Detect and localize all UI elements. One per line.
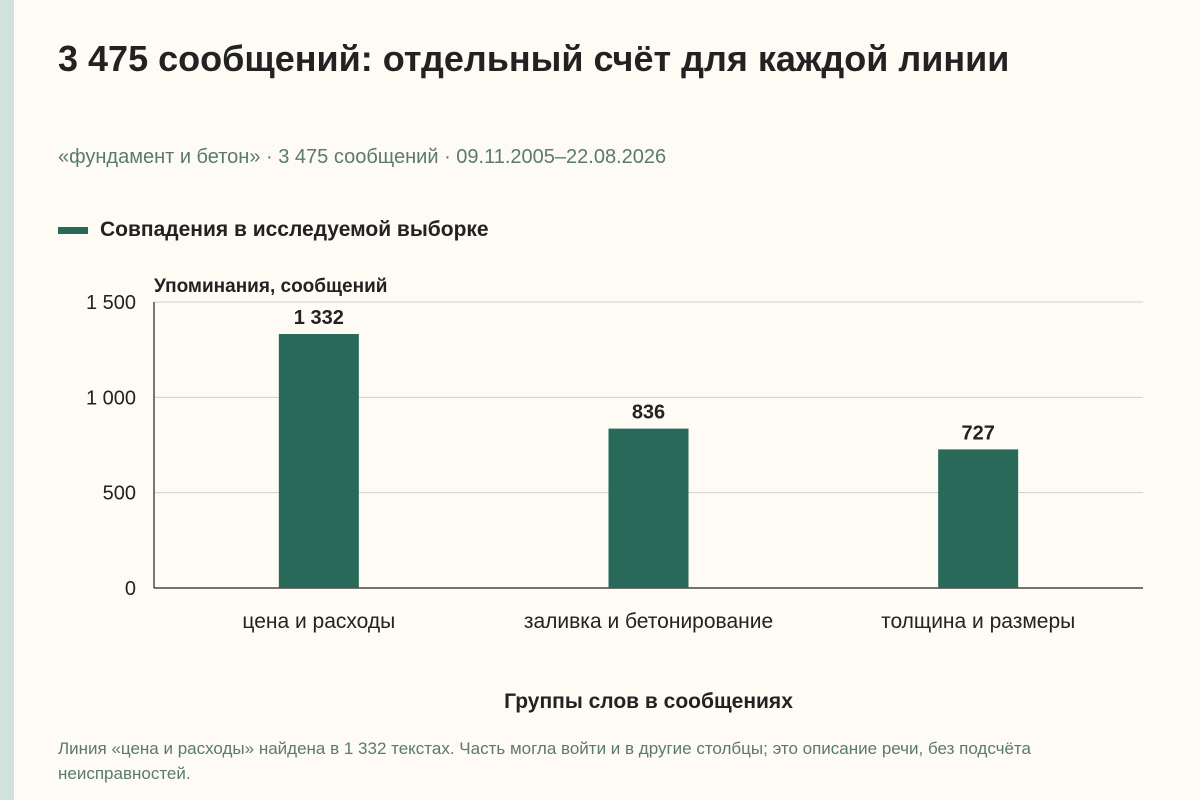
y-tick-label: 500: [103, 483, 136, 505]
legend-swatch: [58, 226, 88, 234]
accent-strip: [0, 0, 14, 800]
data-label: 727: [961, 422, 994, 444]
y-tick-label: 0: [125, 578, 136, 600]
footnote: Линия «цена и расходы» найдена в 1 332 т…: [58, 739, 1031, 783]
bar: [938, 449, 1019, 588]
data-label: 836: [632, 402, 665, 424]
legend-label: Совпадения в исследуемой выборке: [100, 218, 489, 241]
y-axis-label: Упоминания, сообщений: [154, 276, 387, 297]
x-tick-label: заливка и бетонирование: [524, 610, 773, 633]
bar: [608, 428, 689, 588]
y-tick-label: 1 000: [86, 387, 136, 409]
x-tick-label: толщина и размеры: [881, 610, 1075, 633]
x-axis-label: Группы слов в сообщениях: [504, 690, 793, 713]
chart-subtitle: «фундамент и бетон» · 3 475 сообщений · …: [58, 146, 667, 168]
chart-title: 3 475 сообщений: отдельный счёт для кажд…: [58, 38, 1010, 79]
y-tick-label: 1 500: [86, 292, 136, 314]
data-label: 1 332: [294, 307, 344, 329]
legend: Совпадения в исследуемой выборке: [58, 218, 489, 242]
bar: [278, 334, 359, 588]
x-tick-label: цена и расходы: [242, 610, 395, 633]
